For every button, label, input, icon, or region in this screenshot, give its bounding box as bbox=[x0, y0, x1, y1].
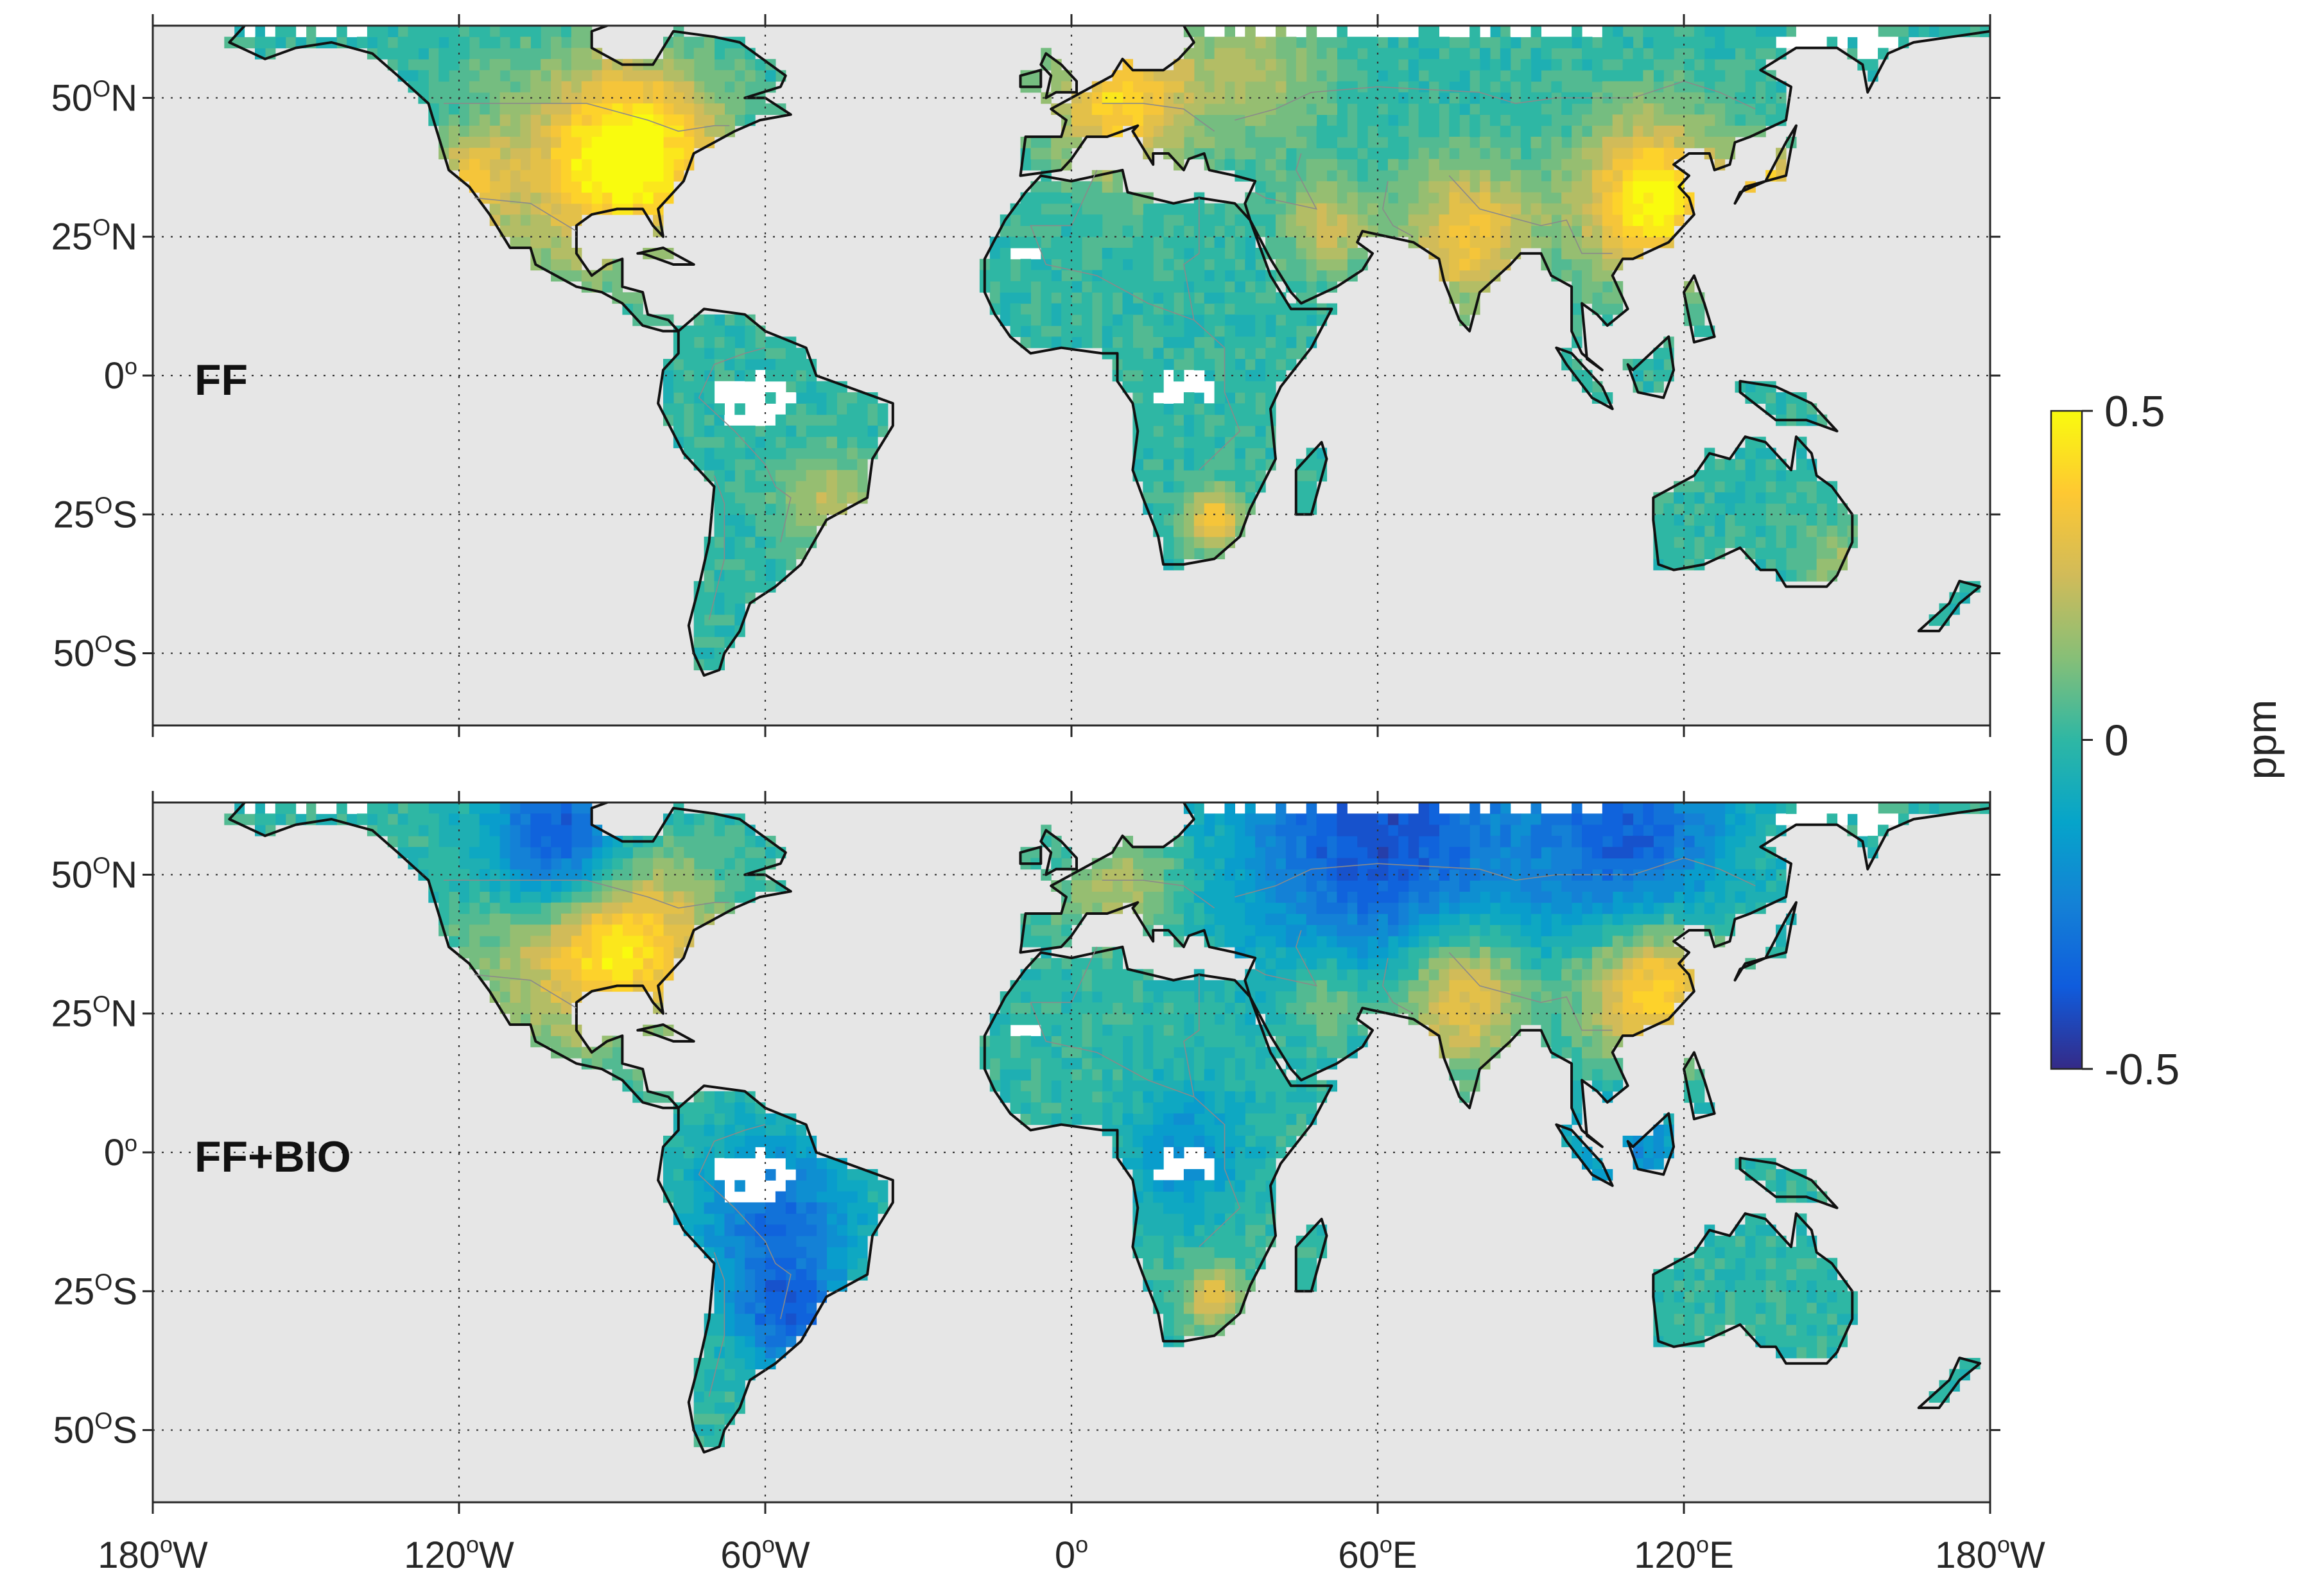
data-pixel-group bbox=[438, 26, 1858, 582]
colorbar-gradient bbox=[2050, 410, 2083, 1070]
panel-ff: 50ON 25ON 0o 25OS 50OS FF bbox=[51, 14, 2000, 737]
y-tick-label: 50ON bbox=[51, 852, 137, 896]
y-tick-label: 0o bbox=[104, 353, 137, 397]
colorbar-tick-label: -0.5 bbox=[2104, 1045, 2180, 1094]
x-tick-label: 0o bbox=[1055, 1531, 1088, 1576]
panel-ffbio: 50ON 25ON 0o 25OS 50OS FF+BIO bbox=[51, 791, 2000, 1514]
data-pixel-group bbox=[449, 835, 1726, 1337]
panel-label-ff: FF bbox=[195, 356, 248, 404]
colorbar: 0.5 0 -0.5 ppm bbox=[2050, 387, 2285, 1094]
colorbar-ticks: 0.5 0 -0.5 bbox=[2082, 387, 2180, 1094]
y-tick-label: 25OS bbox=[53, 492, 137, 535]
colorbar-tick-label: 0 bbox=[2104, 716, 2129, 765]
y-tick-labels: 50ON 25ON 0o 25OS 50OS bbox=[51, 852, 137, 1451]
y-tick-label: 25ON bbox=[51, 991, 137, 1035]
border-line bbox=[444, 80, 1756, 620]
x-tick-label: 60oW bbox=[720, 1531, 810, 1576]
y-tick-label: 50OS bbox=[53, 631, 137, 675]
x-tick-label: 180oW bbox=[1935, 1531, 2045, 1576]
data-pixel-group bbox=[1378, 813, 1399, 859]
gridlines bbox=[153, 26, 1990, 725]
x-tick-labels: 180oW 120oW 60oW 0o 60oE 120oE 180oW bbox=[98, 1531, 2045, 1576]
tick-marks bbox=[143, 14, 2000, 737]
data-pixel-group bbox=[234, 26, 1970, 659]
panel-label-ffbio: FF+BIO bbox=[195, 1132, 351, 1181]
colorbar-tick-label: 0.5 bbox=[2104, 387, 2165, 436]
coastline bbox=[228, 26, 1990, 677]
y-tick-labels: 50ON 25ON 0o 25OS 50OS bbox=[51, 75, 137, 674]
y-tick-label: 50ON bbox=[51, 75, 137, 119]
data-pixel-group bbox=[510, 802, 1695, 1348]
data-pixels bbox=[224, 802, 1990, 1448]
tick-marks bbox=[143, 791, 2000, 1514]
coastline bbox=[228, 802, 1990, 1454]
data-pixel-group bbox=[602, 946, 633, 970]
data-pixels bbox=[224, 26, 1990, 671]
x-tick-label: 180oW bbox=[98, 1531, 208, 1576]
country-borders bbox=[444, 857, 1756, 1397]
coastlines bbox=[228, 26, 1990, 677]
data-pixel-group bbox=[510, 802, 1715, 1358]
colorbar-unit-label: ppm bbox=[2239, 700, 2285, 780]
border-line bbox=[444, 857, 1756, 1397]
y-tick-label: 50OS bbox=[53, 1408, 137, 1452]
x-tick-label: 60oE bbox=[1338, 1531, 1417, 1576]
data-pixel-group bbox=[581, 924, 654, 981]
country-borders bbox=[444, 80, 1756, 620]
data-pixel-group bbox=[255, 26, 1990, 671]
y-tick-label: 25OS bbox=[53, 1269, 137, 1312]
y-tick-label: 25ON bbox=[51, 214, 137, 258]
y-tick-label: 0o bbox=[104, 1130, 137, 1174]
gridlines bbox=[153, 802, 1990, 1502]
coastlines bbox=[228, 802, 1990, 1454]
x-tick-label: 120oW bbox=[404, 1531, 514, 1576]
x-tick-label: 120oE bbox=[1634, 1531, 1734, 1576]
